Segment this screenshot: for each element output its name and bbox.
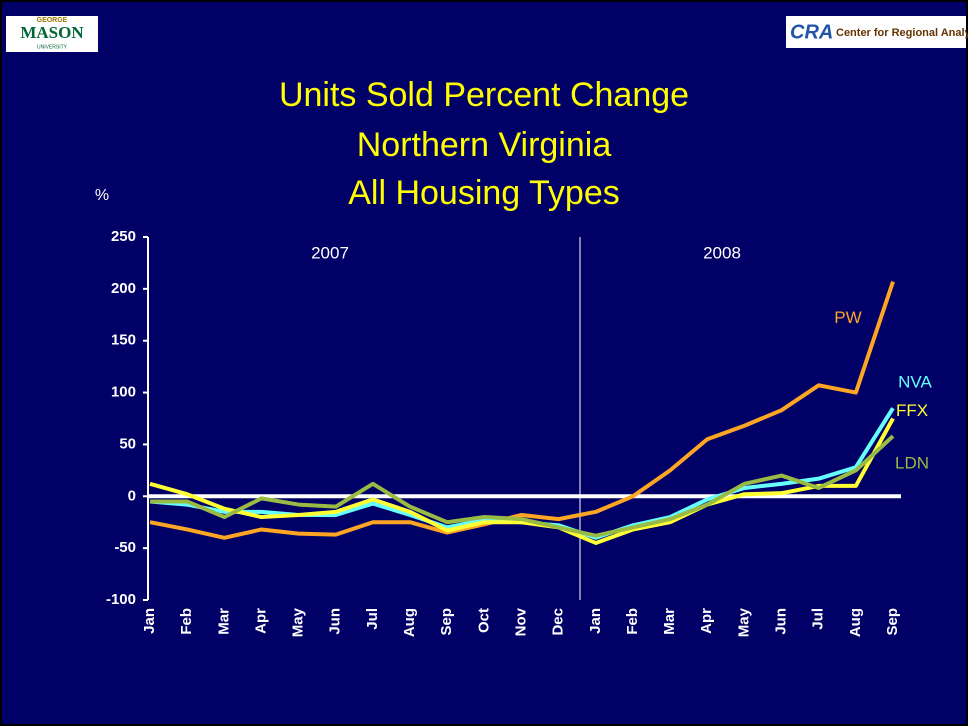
- logo-text: UNIVERSITY: [37, 44, 68, 50]
- series-line: [149, 417, 895, 545]
- x-tick-label: Sep: [438, 608, 455, 636]
- x-tick-label: Feb: [178, 608, 195, 635]
- x-tick-label: Apr: [252, 608, 269, 634]
- chart-title: Northern Virginia: [357, 126, 612, 164]
- y-tick-label: 0: [128, 487, 136, 504]
- x-tick-label: Jun: [773, 608, 790, 635]
- chart-title: All Housing Types: [348, 174, 620, 212]
- annotation: 2008: [703, 243, 741, 262]
- series-label: PW: [834, 308, 861, 327]
- x-tick-label: Aug: [847, 608, 864, 637]
- logo-text: GEORGE: [37, 17, 68, 24]
- x-tick-label: May: [735, 607, 752, 637]
- logo-text: Center for Regional Analysis: [836, 27, 968, 39]
- logo-text: CRA: [790, 21, 833, 43]
- x-tick-label: Oct: [475, 608, 492, 633]
- x-tick-label: Jan: [141, 608, 158, 634]
- x-tick-label: Mar: [661, 608, 678, 635]
- y-tick-label: -100: [106, 591, 136, 608]
- x-tick-label: Nov: [512, 607, 529, 636]
- series-line: [149, 280, 895, 540]
- x-tick-label: Apr: [698, 608, 715, 634]
- x-tick-label: Jan: [587, 608, 604, 634]
- series-label: NVA: [898, 373, 932, 392]
- logo-text: MASON: [20, 23, 84, 42]
- y-tick-label: -50: [114, 539, 136, 556]
- annotation: 2007: [311, 243, 349, 262]
- chart-title: Units Sold Percent Change: [279, 76, 689, 114]
- x-tick-label: Mar: [215, 608, 232, 635]
- x-tick-label: Jul: [364, 608, 381, 630]
- y-axis-label: %: [95, 187, 109, 204]
- x-tick-label: Sep: [884, 608, 901, 636]
- y-tick-label: 150: [111, 332, 136, 349]
- series-label: FFX: [896, 401, 928, 420]
- y-tick-label: 100: [111, 384, 136, 401]
- x-tick-label: Aug: [401, 608, 418, 637]
- y-tick-label: 200: [111, 280, 136, 297]
- x-tick-label: May: [290, 607, 307, 637]
- x-tick-label: Jul: [810, 608, 827, 630]
- left-logo-box: [6, 16, 98, 52]
- series-line: [150, 434, 895, 538]
- x-tick-label: Feb: [624, 608, 641, 635]
- series-label: LDN: [895, 454, 929, 473]
- right-logo-box: [786, 16, 966, 48]
- x-tick-label: Jun: [327, 608, 344, 635]
- x-tick-label: Dec: [550, 608, 567, 636]
- y-tick-label: 50: [119, 435, 136, 452]
- y-tick-label: 250: [111, 228, 136, 245]
